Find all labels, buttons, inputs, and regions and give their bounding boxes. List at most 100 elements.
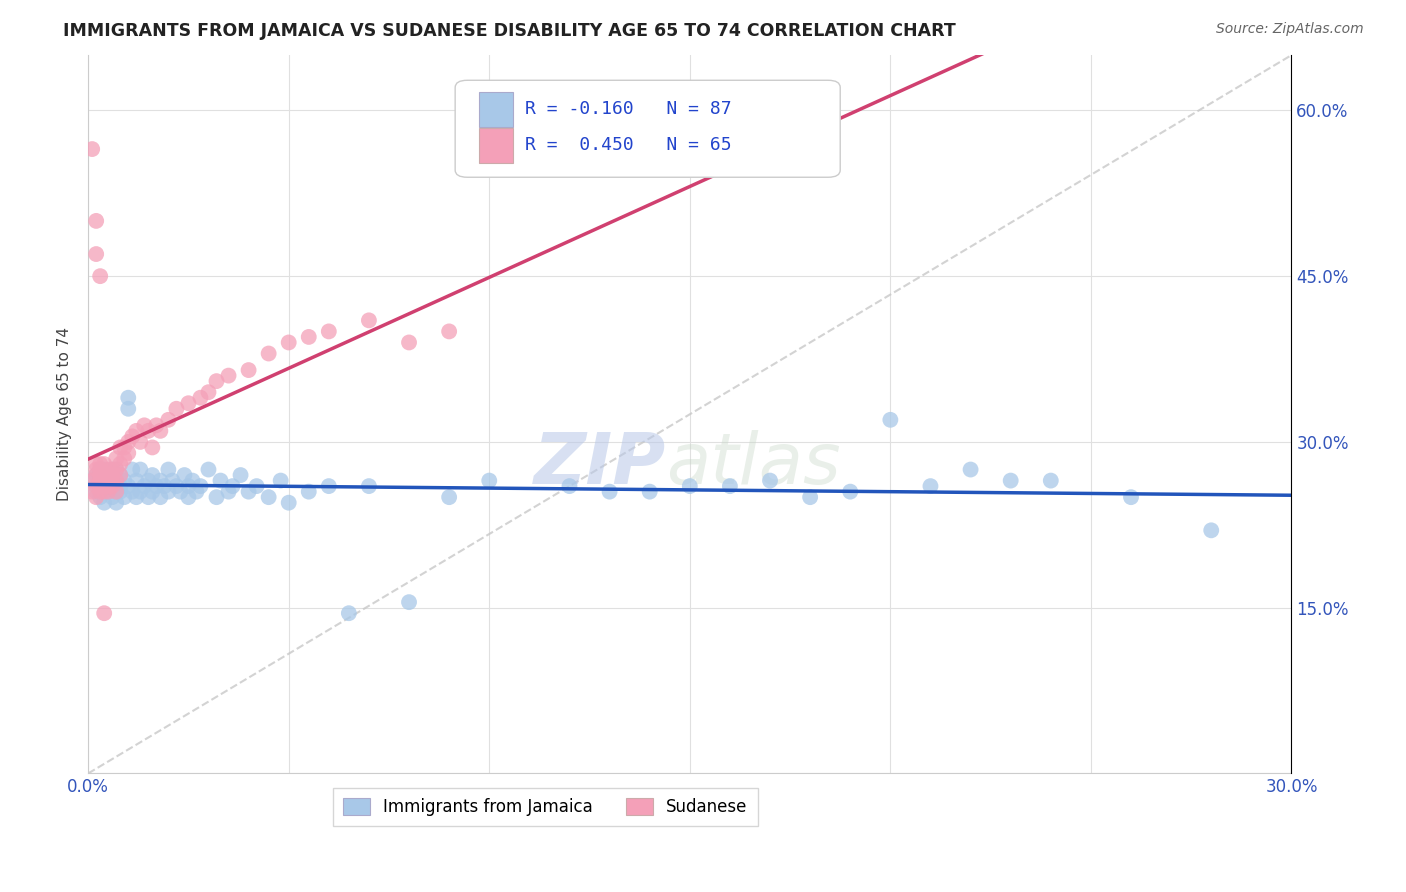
Point bbox=[110, 441, 132, 455]
Point bbox=[205, 490, 228, 504]
Point bbox=[125, 474, 148, 488]
Point bbox=[101, 479, 124, 493]
FancyBboxPatch shape bbox=[456, 80, 841, 178]
Point bbox=[84, 247, 107, 261]
Point bbox=[218, 484, 240, 499]
Point bbox=[93, 496, 115, 510]
Point bbox=[105, 462, 128, 476]
Bar bbox=[479, 128, 513, 163]
Point bbox=[117, 434, 139, 449]
Point bbox=[84, 490, 107, 504]
Point bbox=[101, 479, 124, 493]
Point bbox=[129, 484, 152, 499]
Point bbox=[1199, 524, 1222, 538]
Point bbox=[101, 490, 124, 504]
Point bbox=[638, 484, 661, 499]
Point bbox=[177, 479, 200, 493]
Point bbox=[84, 479, 107, 493]
Point bbox=[959, 462, 981, 476]
Point bbox=[101, 474, 124, 488]
Point bbox=[437, 490, 460, 504]
Point bbox=[125, 490, 148, 504]
Point bbox=[101, 462, 124, 476]
Point bbox=[136, 490, 159, 504]
Point bbox=[93, 606, 115, 620]
Point bbox=[112, 441, 135, 455]
Point bbox=[190, 391, 212, 405]
Point bbox=[149, 474, 172, 488]
Point bbox=[89, 457, 111, 471]
Bar bbox=[479, 93, 513, 127]
Point bbox=[117, 479, 139, 493]
Point bbox=[169, 484, 191, 499]
Point bbox=[357, 313, 380, 327]
Point bbox=[136, 424, 159, 438]
Point bbox=[197, 462, 219, 476]
Point bbox=[162, 474, 184, 488]
Point bbox=[97, 468, 120, 483]
Point bbox=[134, 479, 156, 493]
Point bbox=[121, 429, 143, 443]
Point bbox=[145, 418, 167, 433]
Point bbox=[221, 479, 243, 493]
Point bbox=[157, 413, 180, 427]
Point bbox=[125, 424, 148, 438]
Point bbox=[121, 462, 143, 476]
Point bbox=[298, 484, 321, 499]
Point bbox=[165, 479, 187, 493]
Point bbox=[318, 325, 340, 339]
Point bbox=[112, 451, 135, 466]
Point bbox=[117, 391, 139, 405]
Point bbox=[599, 484, 621, 499]
Text: Source: ZipAtlas.com: Source: ZipAtlas.com bbox=[1216, 22, 1364, 37]
Point bbox=[121, 484, 143, 499]
Point bbox=[89, 468, 111, 483]
Point bbox=[110, 484, 132, 499]
Point bbox=[478, 474, 501, 488]
Point bbox=[84, 468, 107, 483]
Point bbox=[105, 474, 128, 488]
Point bbox=[117, 401, 139, 416]
Point bbox=[218, 368, 240, 383]
Point bbox=[93, 479, 115, 493]
Text: atlas: atlas bbox=[665, 430, 841, 499]
Point bbox=[97, 462, 120, 476]
Point bbox=[129, 434, 152, 449]
Point bbox=[186, 484, 208, 499]
Point bbox=[277, 496, 299, 510]
Point bbox=[105, 474, 128, 488]
Point bbox=[1000, 474, 1022, 488]
Point bbox=[298, 330, 321, 344]
Point bbox=[153, 479, 176, 493]
Point bbox=[398, 595, 420, 609]
Text: R =  0.450   N = 65: R = 0.450 N = 65 bbox=[524, 136, 731, 154]
Point bbox=[437, 325, 460, 339]
Point bbox=[89, 462, 111, 476]
Point bbox=[136, 474, 159, 488]
Point bbox=[82, 474, 104, 488]
Point bbox=[84, 468, 107, 483]
Text: R = -0.160   N = 87: R = -0.160 N = 87 bbox=[524, 100, 731, 118]
Point bbox=[110, 457, 132, 471]
Text: ZIP: ZIP bbox=[533, 430, 665, 499]
Legend: Immigrants from Jamaica, Sudanese: Immigrants from Jamaica, Sudanese bbox=[333, 788, 758, 826]
Point bbox=[718, 479, 741, 493]
Point bbox=[229, 468, 252, 483]
Point bbox=[105, 496, 128, 510]
Point bbox=[112, 490, 135, 504]
Point bbox=[89, 479, 111, 493]
Point bbox=[277, 335, 299, 350]
Point bbox=[97, 484, 120, 499]
Point bbox=[879, 413, 901, 427]
Point bbox=[920, 479, 942, 493]
Point bbox=[558, 479, 581, 493]
Point bbox=[141, 484, 163, 499]
Point bbox=[93, 474, 115, 488]
Point bbox=[89, 474, 111, 488]
Point bbox=[246, 479, 269, 493]
Point bbox=[84, 484, 107, 499]
Point bbox=[134, 418, 156, 433]
Point bbox=[149, 490, 172, 504]
Point bbox=[105, 484, 128, 499]
Text: IMMIGRANTS FROM JAMAICA VS SUDANESE DISABILITY AGE 65 TO 74 CORRELATION CHART: IMMIGRANTS FROM JAMAICA VS SUDANESE DISA… bbox=[63, 22, 956, 40]
